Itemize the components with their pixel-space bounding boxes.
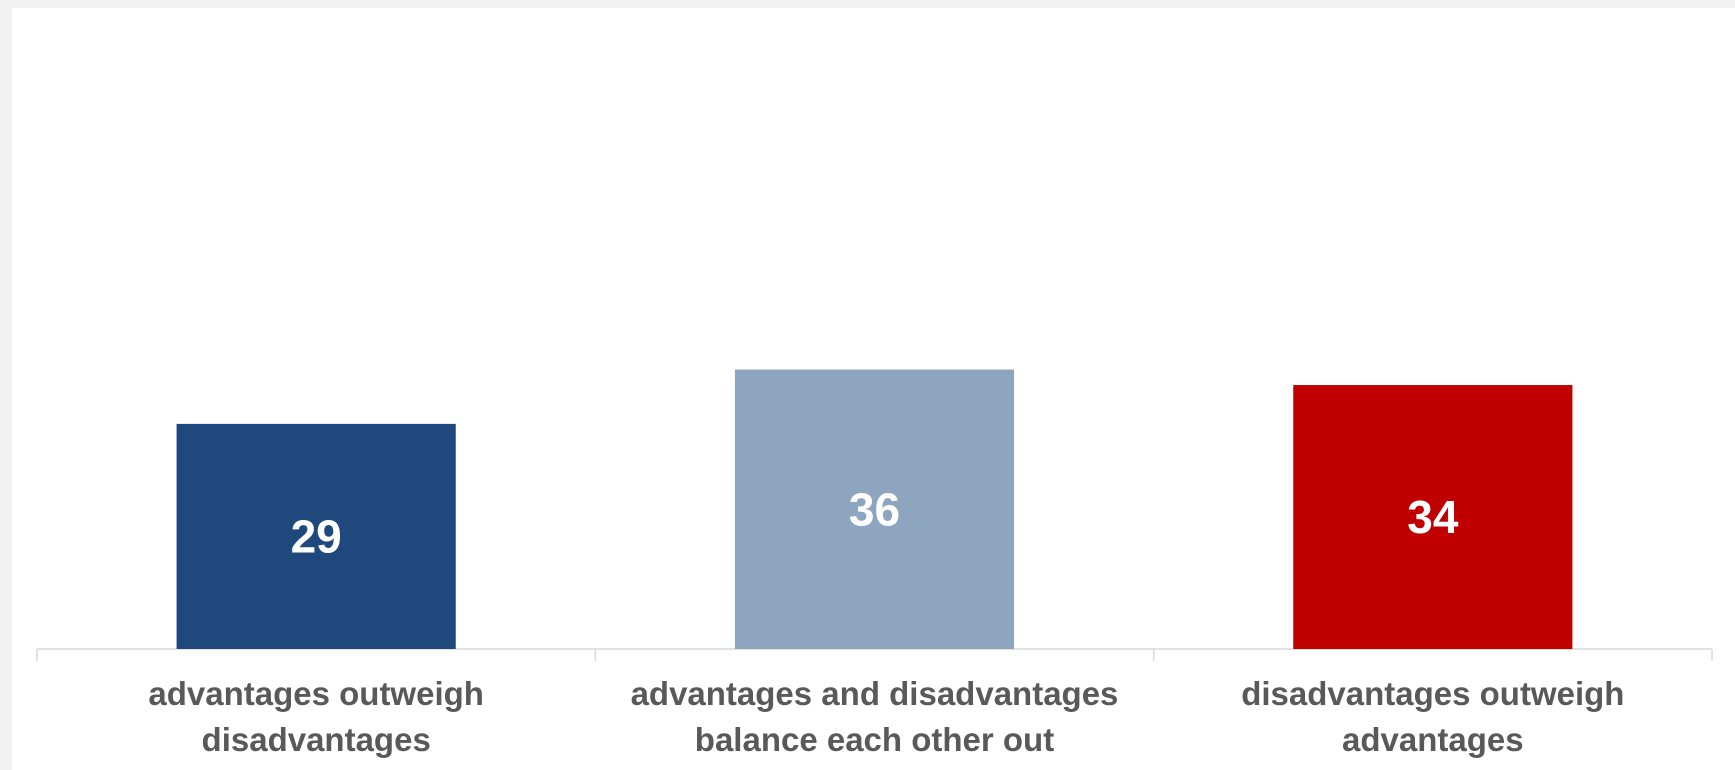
category-label-1: advantages outweigh disadvantages — [148, 675, 484, 758]
category-label-line: disadvantages — [202, 721, 431, 758]
bar-2 — [734, 369, 1015, 649]
category-label-2: advantages and disadvantages balance each… — [631, 675, 1119, 758]
bar-value-label-1: 29 — [291, 510, 342, 562]
chart-panel: 29 advantages outweigh disadvantages 36 adva… — [12, 8, 1735, 770]
category-label-line: disadvantages outweigh — [1241, 675, 1624, 712]
category-label-line: balance each other out — [695, 721, 1054, 758]
category-label-line: advantages and disadvantages — [631, 675, 1119, 712]
bar-value-label-3: 34 — [1407, 491, 1459, 543]
category-label-3: disadvantages outweigh advantages — [1241, 675, 1624, 758]
bar-1 — [176, 423, 456, 649]
category-label-line: advantages — [1342, 721, 1524, 758]
bar-chart: 29 advantages outweigh disadvantages 36 adva… — [36, 369, 1713, 758]
bar-value-label-2: 36 — [849, 483, 900, 535]
category-label-line: advantages outweigh — [148, 675, 484, 712]
bar-3 — [1293, 385, 1573, 649]
